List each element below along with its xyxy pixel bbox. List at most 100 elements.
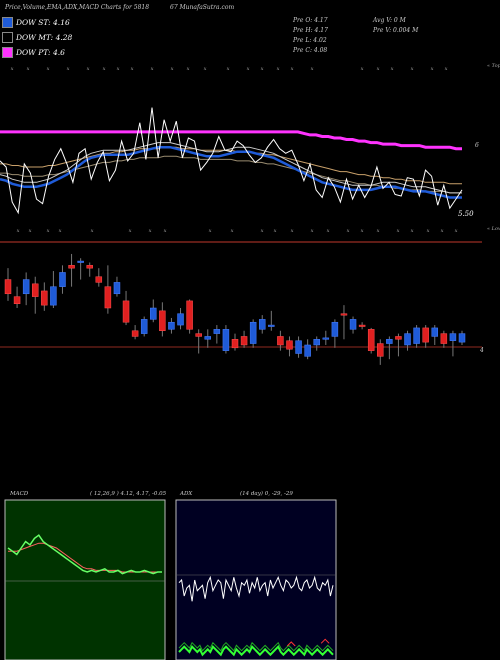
top-marker: x (171, 66, 174, 72)
legend-row-st: DOW ST: 4.16 (2, 16, 72, 28)
adx-title: ADX (180, 491, 193, 497)
bottom-marker: x (274, 228, 277, 234)
price-axis-6: 6 (475, 142, 479, 149)
bottom-marker: x (209, 228, 212, 234)
top-marker: x (27, 66, 30, 72)
top-marker: x (391, 66, 394, 72)
top-marker: x (47, 66, 50, 72)
candle-body (95, 276, 103, 283)
top-marker: x (151, 66, 154, 72)
adx-line-2 (178, 641, 334, 652)
stat-pre-close: Pre C: 4.08 (293, 47, 328, 54)
top-marker: x (247, 66, 250, 72)
candle-body (68, 265, 75, 269)
bottom-marker: x (397, 228, 400, 234)
candle-body (86, 265, 93, 269)
legend: DOW ST: 4.16 DOW MT: 4.28 DOW PT: 4.6 (2, 16, 72, 61)
candle-body (186, 300, 193, 330)
candle-body (413, 327, 420, 344)
candle-body (213, 329, 221, 334)
ema-mt-line (0, 146, 462, 185)
bottom-marker: x (59, 228, 62, 234)
top-marker: x (411, 66, 414, 72)
bottom-marker: x (129, 228, 132, 234)
top-marker: x (431, 66, 434, 72)
candle-body (150, 307, 157, 320)
bottom-marker: x (327, 228, 330, 234)
bottom-marker: x (441, 228, 444, 234)
top-marker: x (11, 66, 14, 72)
candle-body (295, 340, 302, 354)
candle-body (159, 310, 166, 332)
candle-body (349, 319, 357, 330)
candle-body (77, 260, 84, 263)
top-marker: x (291, 66, 294, 72)
macd-title: MACD (10, 491, 29, 497)
candle-body (104, 286, 112, 309)
candle-body (422, 327, 429, 343)
candle-body (122, 300, 130, 323)
bottom-marker: x (231, 228, 234, 234)
legend-label-st: DOW ST: 4.16 (16, 17, 70, 27)
candle-body (249, 321, 257, 344)
top-marker: x (445, 66, 448, 72)
top-marker: x (227, 66, 230, 72)
candle-body (431, 327, 439, 337)
candle-body (4, 279, 12, 295)
legend-swatch-mt (2, 31, 13, 43)
site-name: 67 MunafaSutra.com (170, 4, 235, 11)
macd-params: ( 12,26,9 ) 4.12, 4.17, -0.05 (90, 491, 167, 497)
stat-pre-high: Pre H: 4.17 (293, 27, 328, 34)
candle-body (168, 321, 175, 330)
candle-body (50, 286, 57, 306)
top-marker: x (204, 66, 207, 72)
candle-body (59, 272, 66, 287)
candle-body (340, 313, 348, 316)
candle-body (140, 319, 148, 334)
candle-body (277, 336, 284, 346)
bottom-marker: x (164, 228, 167, 234)
legend-swatch-pt (2, 46, 13, 58)
candle-body (222, 329, 230, 351)
candle-body (240, 336, 248, 346)
top-marker: x (117, 66, 120, 72)
stat-avg-volume: Avg V: 0 M (373, 17, 406, 24)
bottom-marker: x (261, 228, 264, 234)
candle-body (286, 340, 293, 350)
legend-row-mt: DOW MT: 4.28 (2, 31, 72, 43)
top-marker: x (277, 66, 280, 72)
adx-red-mark (286, 641, 296, 647)
candle-body (258, 319, 266, 330)
candle-body (22, 279, 30, 295)
top-marker: x (187, 66, 190, 72)
macd-line (7, 534, 162, 575)
top-marker: x (87, 66, 90, 72)
tops-label: « Tops (487, 63, 500, 69)
candle-body (195, 333, 202, 337)
candle-body (177, 313, 184, 326)
top-marker: x (67, 66, 70, 72)
top-marker: x (131, 66, 134, 72)
adx-panel-bg (175, 499, 337, 660)
candle-body (377, 343, 384, 357)
top-marker: x (361, 66, 364, 72)
stat-pre-open: Pre O: 4.17 (293, 17, 328, 24)
adx-line (178, 645, 334, 657)
candle-body (313, 339, 320, 346)
bottom-marker: x (291, 228, 294, 234)
candle-body (458, 333, 466, 343)
legend-label-pt: DOW PT: 4.6 (16, 47, 65, 57)
bottom-marker: x (411, 228, 414, 234)
bottom-marker: x (311, 228, 314, 234)
bottom-marker: x (29, 228, 32, 234)
legend-row-pt: DOW PT: 4.6 (2, 46, 72, 58)
candle-body (113, 282, 121, 295)
stat-pre-low: Pre L: 4.02 (293, 37, 327, 44)
legend-swatch-st (2, 16, 13, 28)
bottom-marker: x (347, 228, 350, 234)
top-marker: x (311, 66, 314, 72)
candle-body (204, 336, 212, 340)
ema-pt-line (0, 130, 462, 151)
chart-title: Price,Volume,EMA,ADX,MACD Charts for 581… (5, 4, 150, 11)
